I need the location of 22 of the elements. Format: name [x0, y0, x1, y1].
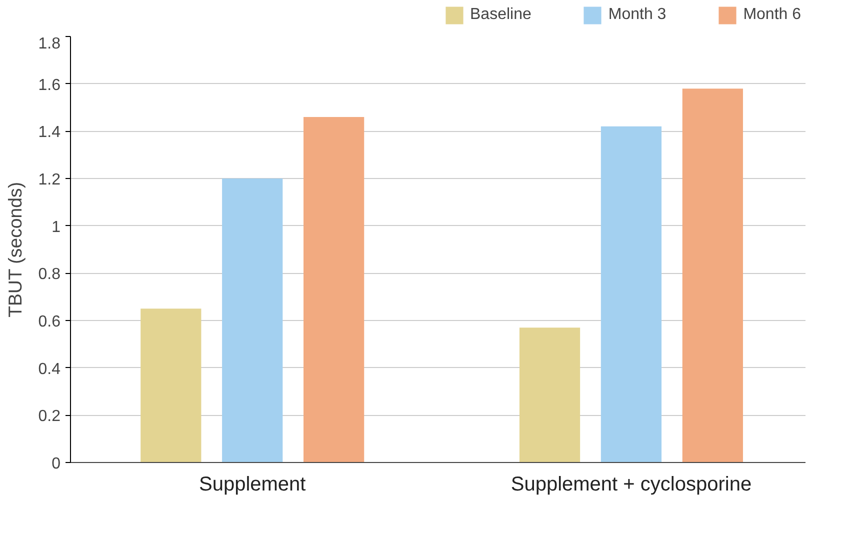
y-tick-label: 1.4 — [38, 124, 61, 142]
x-tick-label: Supplement — [198, 474, 306, 496]
y-tick-label: 0.2 — [38, 408, 61, 426]
y-tick-label: 0 — [52, 456, 61, 472]
bar — [140, 308, 202, 462]
y-tick-label: 0.4 — [38, 360, 61, 378]
bar — [682, 88, 743, 462]
y-tick-label: 0.6 — [38, 314, 61, 330]
y-tick-label: 1.8 — [38, 36, 61, 52]
legend-label: Month 6 — [743, 6, 801, 24]
x-tick-label: Supplement + cyclosporine — [510, 474, 752, 496]
bar — [304, 116, 364, 462]
bar — [519, 328, 580, 462]
y-tick-label: 1.6 — [38, 76, 61, 94]
y-tick-label: 1 — [52, 218, 61, 236]
legend-label: Baseline — [470, 6, 532, 24]
y-axis-title: TBUT (seconds) — [4, 182, 26, 318]
y-tick-label: 1.2 — [38, 172, 61, 188]
legend-label: Month 3 — [608, 6, 666, 24]
bar — [600, 126, 662, 462]
bar — [222, 178, 283, 462]
y-tick-label: 0.8 — [38, 266, 61, 284]
